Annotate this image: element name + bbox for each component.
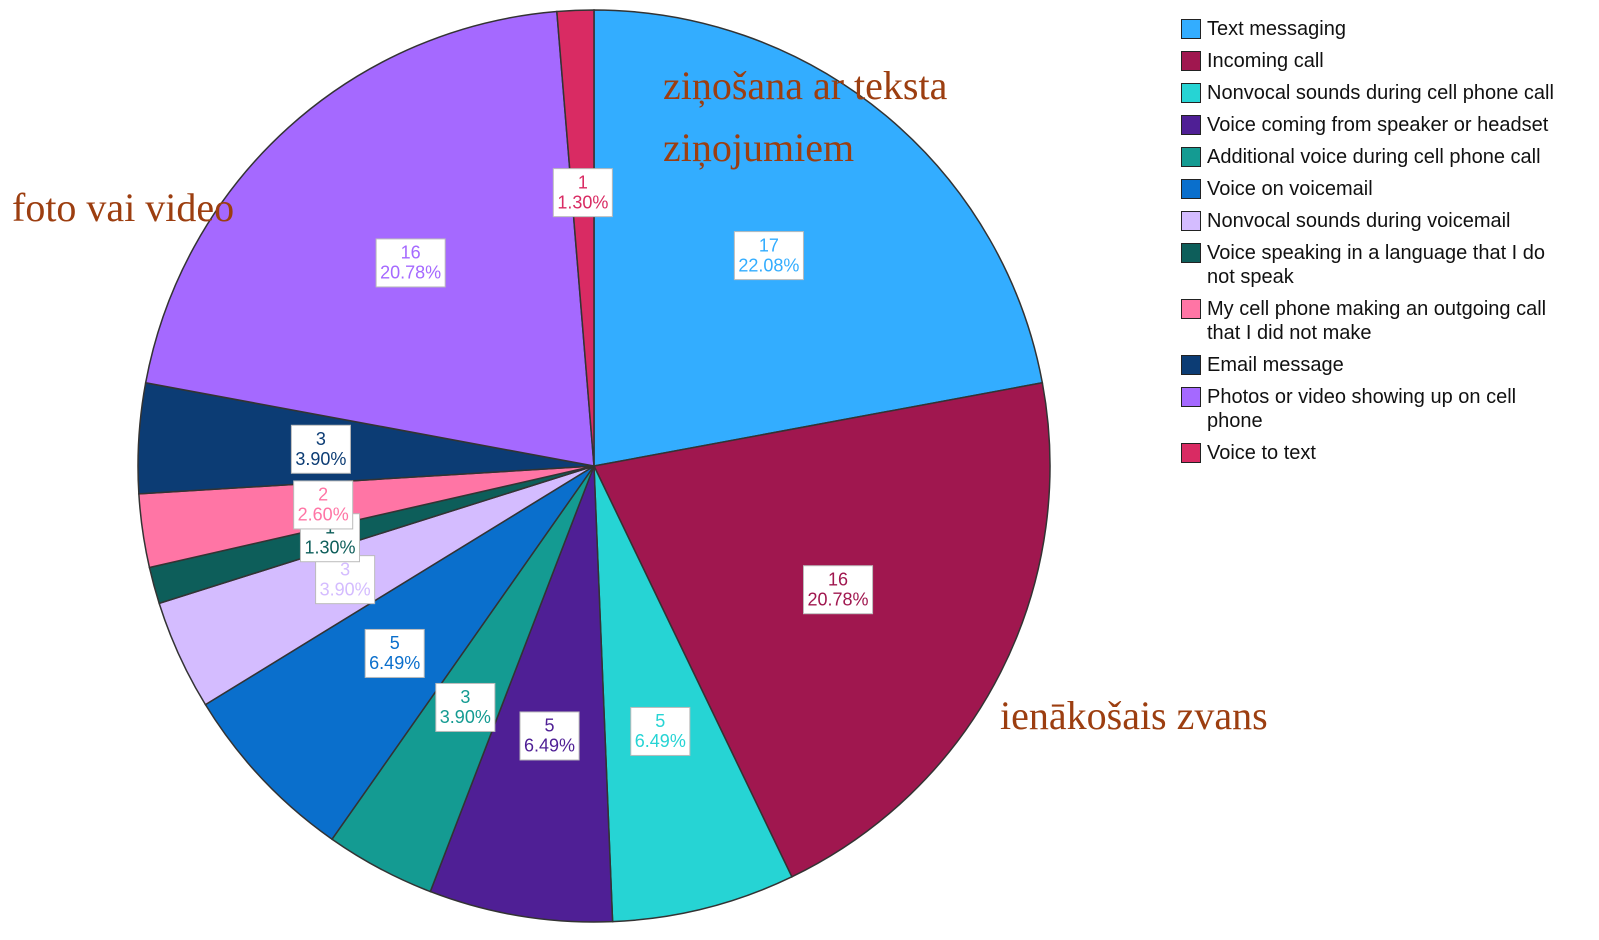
percent-label: 1.30% [557,192,608,212]
count-label: 16 [401,243,421,263]
annotation: ziņojumiem [663,125,854,170]
label-box [375,238,446,288]
legend-swatch [1181,115,1201,135]
count-label: 16 [828,569,848,589]
count-label: 3 [340,559,350,579]
legend-label: Incoming call [1207,50,1324,72]
pie-slice [593,465,793,923]
slice-label: 56.49% [364,628,425,678]
percent-label: 6.49% [635,731,686,751]
legend-swatch [1181,51,1201,71]
legend-item: Voice on voicemail [1181,177,1571,201]
label-box [803,565,874,615]
slice-label: 33.90% [435,682,496,732]
legend-swatch [1181,243,1201,263]
legend-label: Nonvocal sounds during voicemail [1207,210,1511,232]
slice-label: 33.90% [290,424,351,474]
annotation: ienākošais zvans [1000,693,1268,738]
label-box [290,424,351,474]
pie-slice [592,381,1051,878]
legend-item: Text messaging [1181,17,1571,41]
legend-item: Voice to text [1181,441,1571,465]
legend-label: Voice speaking in a language that I do n… [1207,242,1546,288]
legend-label: Email message [1207,354,1344,376]
slice-label: 11.30% [552,168,613,218]
legend-item: Photos or video showing up on cell phone [1181,385,1571,433]
annotation: ziņošana ar teksta [663,63,948,108]
legend-label: Voice to text [1207,442,1316,464]
percent-label: 22.08% [738,255,799,275]
percent-label: 3.90% [440,707,491,727]
count-label: 5 [545,716,555,736]
pie-slice [593,9,1044,467]
legend-label: Voice on voicemail [1207,178,1373,200]
legend-swatch [1181,83,1201,103]
count-label: 2 [318,485,328,505]
pie-slice [556,9,595,467]
pie-slice [144,10,595,467]
annotation: foto vai video [12,185,234,230]
label-box [552,168,613,218]
count-label: 5 [655,711,665,731]
percent-label: 1.30% [304,537,355,557]
slice-label: 33.90% [315,555,376,605]
legend-label: My cell phone making an outgoing call th… [1207,298,1547,344]
pie-slice [429,465,614,923]
legend-swatch [1181,147,1201,167]
legend-swatch [1181,179,1201,199]
count-label: 5 [390,633,400,653]
percent-label: 6.49% [524,736,575,756]
legend-label: Photos or video showing up on cell phone [1207,386,1517,432]
legend-item: Email message [1181,353,1571,377]
count-label: 1 [578,172,588,192]
legend: Text messaging Incoming call Nonvocal soun… [1181,17,1571,473]
legend-item: Additional voice during cell phone call [1181,145,1571,169]
legend-swatch [1181,355,1201,375]
label-box [733,231,804,281]
legend-label: Voice coming from speaker or headset [1207,114,1549,136]
percent-label: 20.78% [380,263,441,283]
legend-label: Text messaging [1207,18,1346,40]
legend-item: Incoming call [1181,49,1571,73]
legend-item: Nonvocal sounds during cell phone call [1181,81,1571,105]
slice-label: 22.60% [293,480,354,530]
percent-label: 2.60% [298,505,349,525]
slice-label: 56.49% [519,711,580,761]
count-label: 3 [460,687,470,707]
count-label: 3 [316,429,326,449]
percent-label: 20.78% [808,589,869,609]
legend-label: Nonvocal sounds during cell phone call [1207,82,1554,104]
label-box [435,682,496,732]
legend-item: Voice coming from speaker or headset [1181,113,1571,137]
label-box [364,628,425,678]
legend-item: Voice speaking in a language that I do n… [1181,241,1571,289]
legend-label: Additional voice during cell phone call [1207,146,1541,168]
legend-swatch [1181,387,1201,407]
percent-label: 3.90% [295,449,346,469]
legend-item: Nonvocal sounds during voicemail [1181,209,1571,233]
label-box [293,480,354,530]
count-label: 17 [759,235,779,255]
legend-swatch [1181,19,1201,39]
slice-label: 56.49% [630,706,691,756]
label-box [630,706,691,756]
legend-swatch [1181,211,1201,231]
percent-label: 3.90% [320,579,371,599]
legend-swatch [1181,299,1201,319]
legend-item: My cell phone making an outgoing call th… [1181,297,1571,345]
label-box [519,711,580,761]
legend-swatch [1181,443,1201,463]
percent-label: 6.49% [369,653,420,673]
